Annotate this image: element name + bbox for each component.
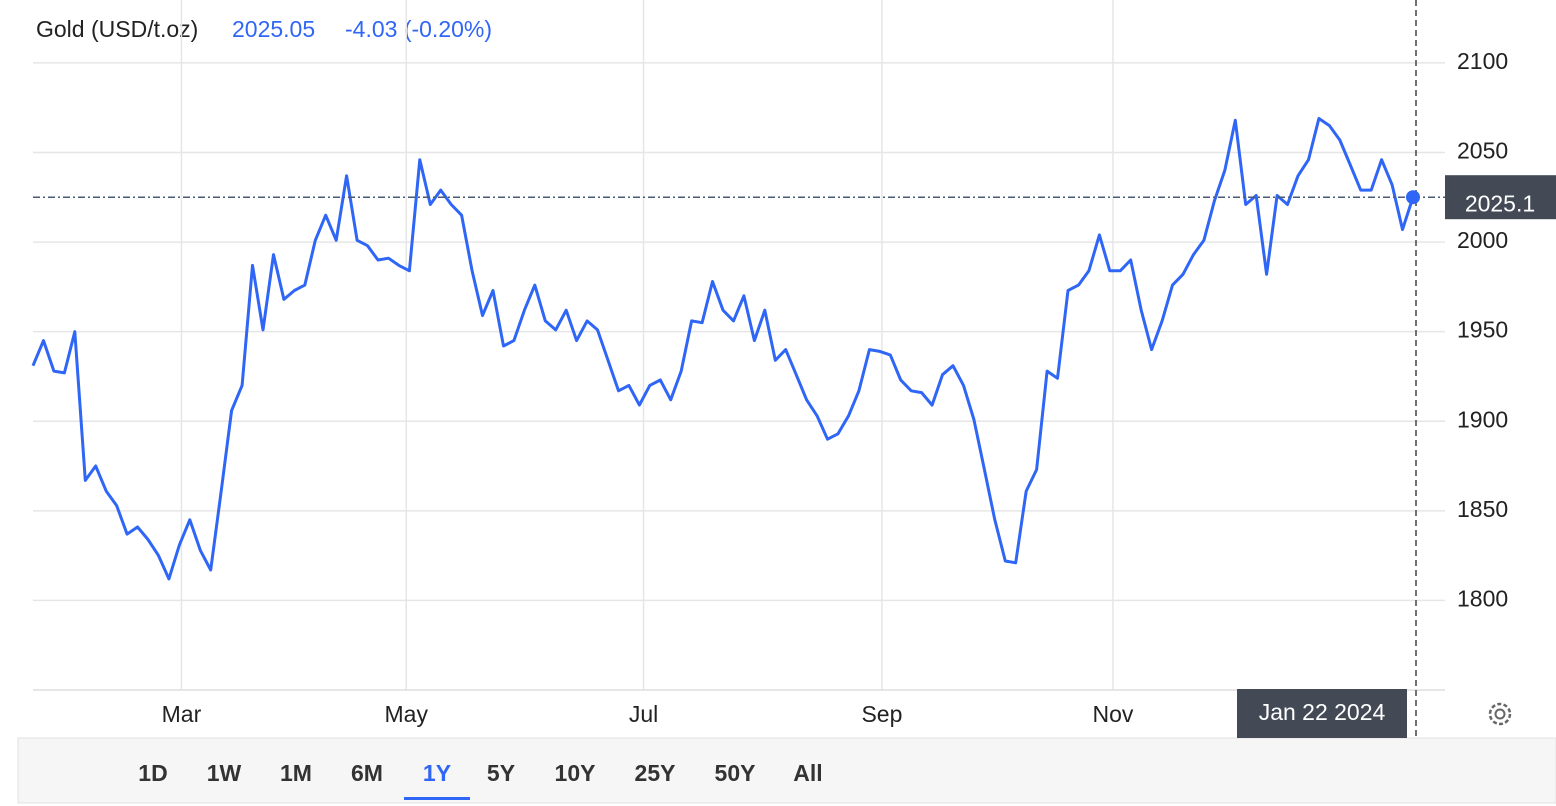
price: 2025.05 [232, 16, 315, 42]
range-button[interactable]: 1M [280, 760, 312, 786]
x-tick-label: Jul [629, 701, 658, 727]
range-button[interactable]: 6M [351, 760, 383, 786]
instrument-name: Gold (USD/t.oz) [36, 16, 198, 42]
y-tick-label: 1950 [1457, 317, 1508, 343]
range-button[interactable]: 5Y [487, 760, 515, 786]
active-underline [404, 797, 470, 800]
last-point [1406, 190, 1420, 205]
current-value-box [1445, 175, 1556, 220]
range-button[interactable]: All [793, 760, 822, 786]
gear-hole[interactable] [1494, 708, 1506, 720]
range-bar [17, 737, 1556, 804]
gear[interactable] [1488, 702, 1512, 726]
range-button[interactable]: 50Y [715, 760, 756, 786]
x-tick-label: Sep [861, 701, 902, 727]
settings-icon[interactable] [1488, 702, 1512, 726]
crosshair-date: Jan 22 2024 [1259, 699, 1386, 725]
current-value-label: 2025.1 [1465, 190, 1535, 216]
x-tick-label: Mar [162, 701, 202, 727]
price-line [31, 117, 1415, 581]
range-button[interactable]: 25Y [635, 760, 676, 786]
range-button[interactable]: 1Y [423, 760, 451, 786]
y-tick-label: 2050 [1457, 138, 1508, 164]
y-tick-label: 1850 [1457, 496, 1508, 522]
x-tick-label: May [385, 701, 429, 727]
price-change: -4.03 (-0.20%) [345, 16, 492, 42]
range-button[interactable]: 10Y [555, 760, 596, 786]
y-tick-label: 2000 [1457, 227, 1508, 253]
range-button[interactable]: 1W [207, 760, 242, 786]
y-tick-label: 1800 [1457, 585, 1508, 611]
range-button[interactable]: 1D [138, 760, 167, 786]
date-box [1237, 689, 1407, 738]
y-tick-label: 1900 [1457, 406, 1508, 432]
y-tick-label: 2100 [1457, 48, 1508, 74]
x-tick-label: Nov [1093, 701, 1134, 727]
